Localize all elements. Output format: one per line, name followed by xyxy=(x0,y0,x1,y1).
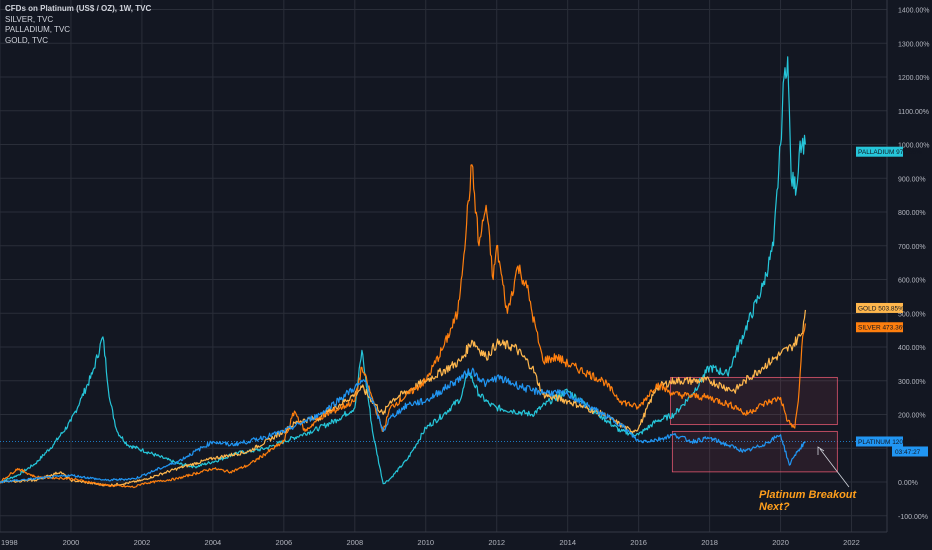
chart-legend: CFDs on Platinum (US$ / OZ), 1W, TVC SIL… xyxy=(5,4,151,46)
x-tick-label-3: 2004 xyxy=(205,538,222,547)
price-tag-label-gold: GOLD 503.85% xyxy=(858,305,904,312)
x-axis: 1998 2000 2002 2004 2006 2008 2010 2012 2014 2016… xyxy=(1,538,860,547)
highlight-box-upper xyxy=(670,376,838,426)
annotation-arrow-line xyxy=(819,448,850,488)
highlight-box-lower xyxy=(671,430,838,473)
y-tick-label-9: 500.00% xyxy=(898,311,926,318)
price-tags: PALLADIUM 978.66% GOLD 503.85% SILVER 473.… xyxy=(856,146,928,457)
y-tick-label-12: 200.00% xyxy=(898,413,926,420)
x-tick-label-9: 2016 xyxy=(630,538,647,547)
annotation-line-0: Platinum Breakout xyxy=(759,489,858,501)
x-tick-label-10: 2018 xyxy=(701,538,718,547)
y-tick-label-14: 0.00% xyxy=(898,480,918,487)
price-tag-countdown-label: 03:47:27 xyxy=(895,449,921,456)
price-tag-platinum xyxy=(856,436,903,447)
price-tag-label-silver: SILVER 473.36% xyxy=(858,325,908,332)
price-tag-label-platinum: PLATINUM 120.04% xyxy=(858,439,918,446)
highlight-boxes xyxy=(670,376,838,473)
x-tick-label-8: 2014 xyxy=(559,538,576,547)
x-tick-label-1: 2000 xyxy=(63,538,80,547)
series-lines xyxy=(0,56,806,489)
legend-title[interactable]: CFDs on Platinum (US$ / OZ), 1W, TVC xyxy=(5,4,152,13)
legend-gold[interactable]: GOLD, TVC xyxy=(5,35,48,45)
price-tag-silver xyxy=(856,322,903,333)
y-tick-label-0: 1400.00% xyxy=(898,8,930,15)
series-line-palladium xyxy=(0,56,806,485)
y-tick-label-2: 1200.00% xyxy=(898,75,930,82)
y-tick-label-11: 300.00% xyxy=(898,379,926,386)
y-tick-label-8: 600.00% xyxy=(898,278,926,285)
y-tick-label-5: 900.00% xyxy=(898,176,926,183)
price-tag-label-palladium: PALLADIUM 978.66% xyxy=(858,149,922,156)
y-tick-label-6: 800.00% xyxy=(898,210,926,217)
series-line-silver xyxy=(0,164,806,489)
y-tick-label-1: 1300.00% xyxy=(898,41,930,48)
x-tick-label-2: 2002 xyxy=(134,538,151,547)
series-line-platinum xyxy=(0,367,806,484)
x-tick-label-7: 2012 xyxy=(488,538,505,547)
price-tag-gold xyxy=(856,302,903,313)
y-tick-label-7: 700.00% xyxy=(898,244,926,251)
y-tick-label-15: -100.00% xyxy=(898,514,928,521)
annotation-line-1: Next? xyxy=(759,501,790,513)
x-tick-label-5: 2008 xyxy=(346,538,363,547)
series-line-gold xyxy=(0,309,806,487)
legend-palladium[interactable]: PALLADIUM, TVC xyxy=(5,25,71,34)
x-tick-label-6: 2010 xyxy=(417,538,434,547)
annotation-arrow-head xyxy=(817,446,825,455)
price-tag-palladium xyxy=(856,146,903,157)
y-tick-label-4: 1000.00% xyxy=(898,143,930,150)
y-tick-label-3: 1100.00% xyxy=(898,109,929,116)
price-tag-countdown xyxy=(892,446,928,457)
x-tick-label-11: 2020 xyxy=(772,538,789,547)
legend-silver[interactable]: SILVER, TVC xyxy=(5,14,54,24)
y-tick-label-10: 400.00% xyxy=(898,345,926,352)
x-tick-label-12: 2022 xyxy=(843,538,860,547)
x-tick-label-4: 2006 xyxy=(275,538,292,547)
x-tick-label-0: 1998 xyxy=(1,538,18,547)
